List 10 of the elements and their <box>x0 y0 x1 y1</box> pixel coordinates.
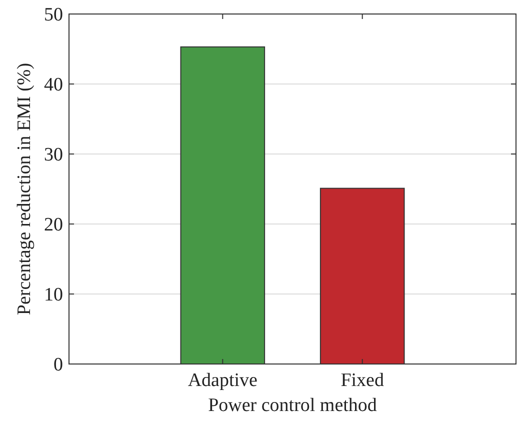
y-tick-label: 10 <box>44 284 63 306</box>
x-tick-label: Fixed <box>340 370 384 391</box>
y-tick-label: 20 <box>44 214 63 236</box>
y-tick-label: 0 <box>54 354 63 376</box>
y-tick-label: 30 <box>44 144 63 166</box>
x-tick-label: Adaptive <box>188 370 258 391</box>
y-axis-title: Percentage reduction in EMI (%) <box>14 62 35 316</box>
y-tick-label: 50 <box>44 4 63 26</box>
x-axis-title: Power control method <box>208 395 378 416</box>
y-tick-label: 40 <box>44 74 63 96</box>
